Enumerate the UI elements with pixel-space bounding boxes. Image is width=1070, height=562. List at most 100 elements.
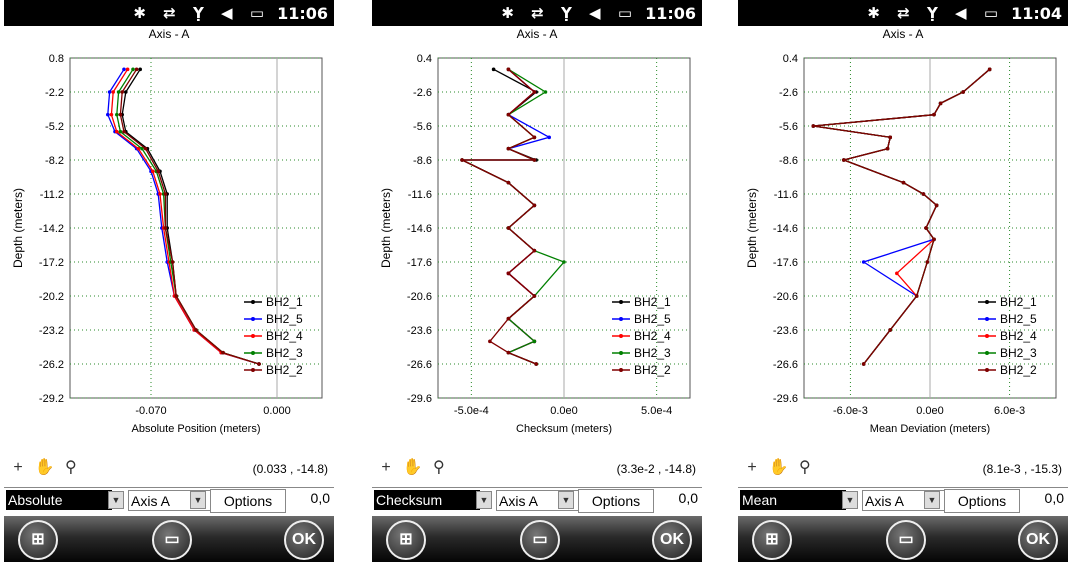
data-point (136, 146, 141, 151)
chart-area[interactable]: 0.4 -2.6 -5.6 -8.6 -11.6 -14.6 -17.6 -20.6 -23.6… (372, 46, 702, 456)
legend-label: BH2_1 (266, 295, 303, 309)
y-tick-label: -23.6 (407, 325, 432, 337)
pan-hand-icon[interactable]: ✋ (34, 459, 55, 476)
data-point (532, 135, 537, 140)
mode-select[interactable]: Mean (740, 490, 846, 510)
data-point (460, 158, 464, 162)
data-point (122, 129, 126, 134)
chart-toolbar: + ✋ ⚲ (376, 458, 451, 478)
zoom-icon[interactable]: ⚲ (65, 459, 77, 476)
data-point (885, 146, 890, 151)
status-bar: ✱ ⇄ Ỵ ◀ ▭ 11:04 (738, 0, 1068, 26)
windows-start-icon[interactable]: ⊞ (18, 520, 58, 560)
data-point (924, 226, 928, 230)
data-point (131, 67, 135, 72)
y-tick-label: 0.8 (49, 53, 64, 65)
legend-label: BH2_5 (1000, 312, 1037, 326)
chart-area[interactable]: 0.4 -2.6 -5.6 -8.6 -11.6 -14.6 -17.6 -20.6 -23.6… (738, 46, 1068, 456)
data-point (925, 260, 930, 264)
data-point (532, 339, 537, 344)
legend-marker (619, 300, 623, 304)
y-tick-label: -20.6 (407, 291, 432, 303)
legend-label: BH2_2 (266, 363, 303, 377)
legend-marker (251, 368, 255, 372)
screen-mean: ✱ ⇄ Ỵ ◀ ▭ 11:04 Axis - A 0.4 -2.6 -5.6 -8.6… (738, 0, 1068, 562)
data-point (124, 90, 128, 94)
windows-start-icon[interactable]: ⊞ (386, 520, 426, 560)
data-point (156, 169, 160, 174)
mode-dropdown-icon[interactable]: ▼ (842, 491, 858, 509)
y-tick-label: -26.6 (773, 359, 798, 371)
windows-start-icon[interactable]: ⊞ (752, 520, 792, 560)
screen-absolute: ✱ ⇄ Ỵ ◀ ▭ 11:06 Axis - A 0.8 -2.2 -5.2 -8.2… (4, 0, 334, 562)
data-point (811, 124, 816, 128)
options-button[interactable]: Options (210, 489, 286, 513)
chart-area[interactable]: 0.8 -2.2 -5.2 -8.2 -11.2 -14.2 -17.2 -20.2 -23.2… (4, 46, 334, 456)
x-axis-label: Checksum (meters) (516, 423, 612, 435)
data-point (901, 180, 906, 185)
ok-button[interactable]: OK (284, 520, 324, 560)
axis-dropdown-icon[interactable]: ▼ (190, 491, 206, 509)
status-icons: ✱ ⇄ Ỵ ◀ ▭ (501, 4, 638, 22)
options-button[interactable]: Options (944, 489, 1020, 513)
chart-toolbar: + ✋ ⚲ (8, 458, 83, 478)
data-point (491, 67, 496, 72)
keyboard-icon[interactable]: ▭ (152, 520, 192, 560)
data-point (118, 129, 123, 134)
data-point (174, 294, 178, 298)
data-point (547, 135, 551, 140)
ok-button[interactable]: OK (652, 520, 692, 560)
taskbar: ⊞ ▭ OK (4, 516, 334, 562)
x-tick-label: 0.0e0 (916, 405, 944, 417)
mode-select[interactable]: Checksum (374, 490, 480, 510)
data-point (914, 294, 919, 298)
x-axis-label: Mean Deviation (meters) (870, 423, 990, 435)
keyboard-icon[interactable]: ▭ (520, 520, 560, 560)
data-point (107, 90, 112, 94)
data-point (895, 271, 899, 276)
legend-label: BH2_2 (1000, 363, 1037, 377)
mode-dropdown-icon[interactable]: ▼ (476, 491, 492, 509)
legend-marker (251, 300, 255, 304)
pan-hand-icon[interactable]: ✋ (402, 459, 423, 476)
x-axis-label: Absolute Position (meters) (132, 423, 261, 435)
data-point (170, 260, 175, 264)
data-point (138, 67, 142, 72)
legend-marker (619, 368, 623, 372)
y-tick-label: -23.2 (39, 325, 64, 337)
crosshair-icon[interactable]: + (747, 459, 757, 476)
x-tick-label: -5.0e-4 (454, 405, 489, 417)
status-icons: ✱ ⇄ Ỵ ◀ ▭ (867, 4, 1004, 22)
crosshair-icon[interactable]: + (381, 459, 391, 476)
crosshair-icon[interactable]: + (13, 459, 23, 476)
zoom-icon[interactable]: ⚲ (433, 459, 445, 476)
keyboard-icon[interactable]: ▭ (886, 520, 926, 560)
pan-hand-icon[interactable]: ✋ (768, 459, 789, 476)
data-point (125, 67, 130, 72)
options-button[interactable]: Options (578, 489, 654, 513)
data-point (163, 192, 168, 196)
x-tick-label: 6.0e-3 (994, 405, 1025, 417)
chart-toolbar: + ✋ ⚲ (742, 458, 817, 478)
status-time: 11:04 (1011, 4, 1062, 23)
y-tick-label: -5.6 (413, 121, 432, 133)
ok-button[interactable]: OK (1018, 520, 1058, 560)
axis-dropdown-icon[interactable]: ▼ (558, 491, 574, 509)
zoom-icon[interactable]: ⚲ (799, 459, 811, 476)
data-point (158, 192, 162, 196)
options-value: 0,0 (310, 490, 330, 506)
axis-dropdown-icon[interactable]: ▼ (924, 491, 940, 509)
mode-select[interactable]: Absolute (6, 490, 112, 510)
data-point (938, 101, 943, 106)
data-point (506, 112, 511, 117)
y-tick-label: -2.2 (45, 87, 64, 99)
mode-dropdown-icon[interactable]: ▼ (108, 491, 124, 509)
y-tick-label: -2.6 (413, 87, 432, 99)
legend-label: BH2_4 (266, 329, 303, 343)
legend-marker (985, 300, 989, 304)
data-point (194, 328, 198, 332)
data-point (111, 90, 115, 94)
taskbar: ⊞ ▭ OK (738, 516, 1068, 562)
data-point (562, 260, 566, 264)
legend-label: BH2_1 (634, 295, 671, 309)
